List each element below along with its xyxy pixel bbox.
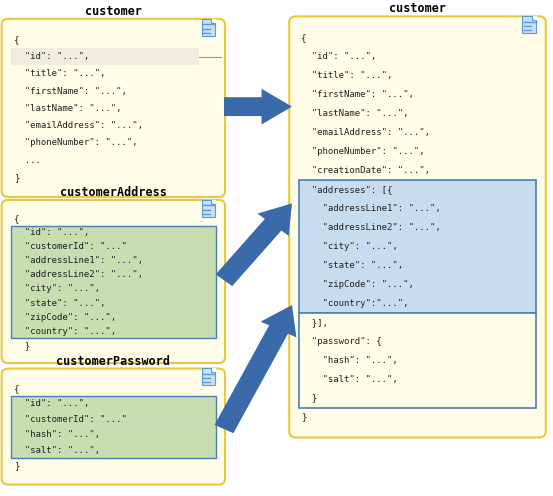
Text: {: {: [14, 214, 19, 223]
Text: }: }: [301, 413, 307, 422]
Text: "zipCode": "...",: "zipCode": "...",: [14, 312, 116, 321]
Polygon shape: [224, 89, 292, 124]
Text: "addresses": [{: "addresses": [{: [301, 185, 393, 194]
Polygon shape: [216, 203, 292, 286]
Text: "phoneNumber": "...",: "phoneNumber": "...",: [14, 138, 138, 147]
Text: "title": "...",: "title": "...",: [301, 71, 393, 80]
Text: "customerId": "...": "customerId": "...": [14, 415, 127, 424]
Text: "zipCode": "...",: "zipCode": "...",: [301, 280, 414, 289]
Text: "password": {: "password": {: [301, 337, 382, 346]
FancyBboxPatch shape: [2, 369, 225, 485]
Text: "customerId": "...": "customerId": "...": [14, 243, 127, 251]
Text: "title": "...",: "title": "...",: [14, 69, 105, 78]
Text: customerPassword: customerPassword: [56, 355, 170, 368]
Text: "salt": "...",: "salt": "...",: [301, 374, 398, 383]
Text: }: }: [14, 173, 19, 182]
FancyBboxPatch shape: [522, 16, 536, 33]
Polygon shape: [211, 19, 216, 23]
Text: }],: }],: [301, 318, 328, 327]
Text: "hash": "...",: "hash": "...",: [301, 356, 398, 365]
Text: "emailAddress": "...",: "emailAddress": "...",: [301, 128, 430, 137]
Text: "state": "...",: "state": "...",: [301, 261, 404, 270]
Text: customer: customer: [389, 2, 446, 15]
Text: {: {: [14, 35, 19, 44]
Text: "state": "...",: "state": "...",: [14, 299, 105, 308]
Text: "id": "...",: "id": "...",: [14, 228, 89, 238]
FancyBboxPatch shape: [201, 369, 216, 385]
FancyBboxPatch shape: [2, 19, 225, 197]
Polygon shape: [211, 200, 216, 204]
Text: "city": "...",: "city": "...",: [14, 285, 100, 294]
Text: "firstName": "...",: "firstName": "...",: [14, 87, 127, 96]
Text: "addressLine2": "...",: "addressLine2": "...",: [301, 223, 441, 232]
Text: "creationDate": "...",: "creationDate": "...",: [301, 166, 430, 175]
FancyBboxPatch shape: [299, 313, 536, 408]
Text: }: }: [14, 341, 30, 350]
FancyBboxPatch shape: [201, 200, 216, 217]
Text: "id": "...",: "id": "...",: [301, 52, 377, 61]
Text: "country":"...",: "country":"...",: [301, 299, 409, 308]
Text: {: {: [301, 33, 307, 42]
Text: "hash": "...",: "hash": "...",: [14, 431, 100, 439]
FancyBboxPatch shape: [299, 180, 536, 313]
Text: "id": "...",: "id": "...",: [14, 399, 89, 408]
Text: "id": "...",: "id": "...",: [14, 52, 89, 61]
FancyBboxPatch shape: [11, 396, 216, 458]
Text: "emailAddress": "...",: "emailAddress": "...",: [14, 121, 143, 130]
Text: "country": "...",: "country": "...",: [14, 326, 116, 336]
FancyBboxPatch shape: [201, 19, 216, 36]
Text: "city": "...",: "city": "...",: [301, 242, 398, 251]
Text: "addressLine2": "...",: "addressLine2": "...",: [14, 270, 143, 279]
FancyBboxPatch shape: [289, 16, 546, 437]
Text: "lastName": "...",: "lastName": "...",: [301, 109, 409, 118]
FancyBboxPatch shape: [11, 226, 216, 338]
Polygon shape: [211, 369, 216, 372]
Text: "salt": "...",: "salt": "...",: [14, 446, 100, 455]
FancyBboxPatch shape: [2, 200, 225, 363]
Text: customer: customer: [85, 5, 142, 18]
Text: "phoneNumber": "...",: "phoneNumber": "...",: [301, 147, 425, 156]
Text: }: }: [301, 394, 317, 403]
Text: "addressLine1": "...",: "addressLine1": "...",: [301, 204, 441, 213]
Text: ...: ...: [14, 156, 41, 165]
Polygon shape: [532, 16, 536, 20]
Text: "lastName": "...",: "lastName": "...",: [14, 104, 121, 113]
Text: "firstName": "...",: "firstName": "...",: [301, 90, 414, 99]
FancyBboxPatch shape: [11, 48, 199, 65]
Text: "addressLine1": "...",: "addressLine1": "...",: [14, 256, 143, 265]
Text: {: {: [14, 384, 19, 393]
Text: customerAddress: customerAddress: [60, 186, 167, 199]
Polygon shape: [215, 305, 296, 433]
Text: }: }: [14, 461, 19, 470]
